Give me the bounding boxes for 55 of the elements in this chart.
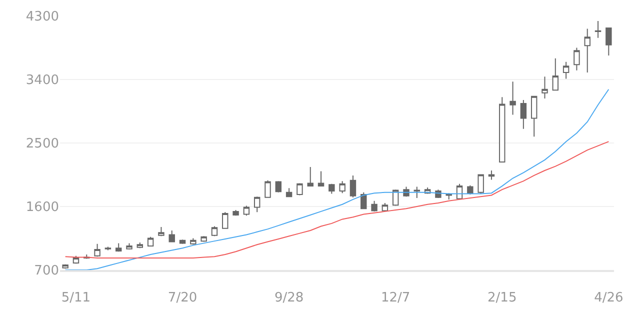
candlestick (264, 180, 271, 198)
candlestick (499, 96, 506, 163)
candlestick (467, 184, 474, 196)
x-tick-label: 4/26 (594, 290, 624, 306)
candlestick (584, 28, 590, 73)
candlestick (200, 236, 207, 242)
candlestick (168, 230, 175, 242)
candlestick (115, 242, 122, 252)
y-tick-label: 700 (34, 264, 59, 279)
candlestick (286, 188, 292, 198)
candlestick (318, 170, 324, 187)
candlestick (606, 27, 612, 56)
candlestick (307, 166, 314, 187)
x-tick-label: 12/7 (381, 290, 410, 306)
y-tick-label: 2500 (26, 136, 59, 152)
candlestick (350, 174, 356, 198)
candlestick (414, 186, 420, 199)
candlestick (275, 180, 282, 193)
candlestick (62, 264, 68, 270)
candlestick (382, 202, 388, 212)
candlestick (243, 205, 250, 216)
candlestick (328, 183, 335, 194)
y-tick-label: 4300 (26, 10, 59, 25)
candlestick (158, 226, 164, 237)
candlestick (530, 96, 538, 138)
x-tick-label: 2/15 (488, 290, 517, 306)
candlestick (371, 200, 378, 212)
candlestick (594, 20, 602, 38)
candlestick (552, 58, 559, 91)
x-tick-label: 9/28 (274, 290, 304, 306)
candlestick (510, 81, 516, 116)
y-tick-label: 3400 (26, 73, 59, 88)
candlestick (254, 196, 260, 213)
candlestick (147, 236, 154, 247)
candlestick (136, 242, 144, 249)
candlestick (574, 47, 580, 71)
candlestick (542, 76, 548, 100)
candlestick (232, 210, 239, 216)
x-tick-label: 7/20 (168, 290, 198, 306)
line-series (64, 141, 610, 259)
candlestick (296, 182, 303, 196)
y-tick-label: 1600 (26, 200, 59, 216)
candlestick (488, 170, 495, 180)
candlestick (222, 212, 228, 229)
candlestick (104, 246, 112, 251)
candlestick (211, 226, 218, 237)
x-tick-label: 5/11 (61, 290, 91, 306)
candlestick (339, 180, 346, 194)
candlestick (562, 61, 570, 80)
candlestick (478, 174, 484, 194)
line-series (64, 88, 610, 270)
candlestick (190, 238, 196, 246)
candlestick (94, 243, 100, 258)
candlestick (126, 242, 132, 250)
candlestick (520, 99, 527, 130)
